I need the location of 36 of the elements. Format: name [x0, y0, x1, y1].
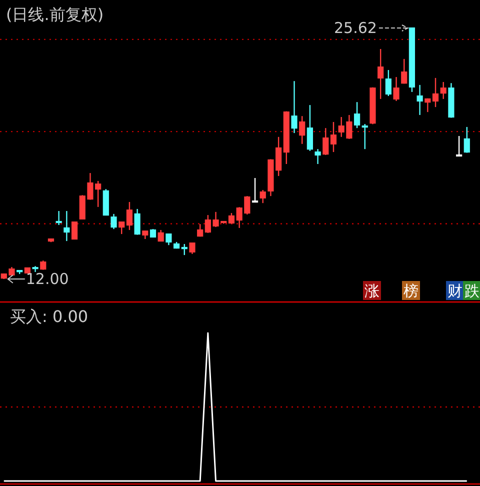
- candlestick: [134, 208, 140, 236]
- candlestick: [56, 210, 62, 226]
- candlestick: [40, 260, 46, 270]
- candlestick: [126, 201, 133, 231]
- candlestick: [314, 148, 321, 165]
- candlestick: [291, 80, 298, 134]
- candlestick: [110, 213, 117, 230]
- candlestick: [189, 242, 196, 255]
- candlestick: [424, 98, 431, 113]
- candlestick: [306, 104, 313, 152]
- candlestick: [71, 222, 78, 240]
- annotation: 12.00: [26, 270, 69, 288]
- candlestick: [64, 210, 70, 242]
- candlestick: [464, 126, 470, 154]
- candlestick: [322, 127, 329, 156]
- chart-title: 买入: 0.00: [10, 307, 88, 326]
- chart-title: (日线.前复权): [6, 5, 104, 24]
- candlestick: [260, 189, 266, 204]
- candlestick: [378, 48, 384, 100]
- candlestick: [456, 135, 462, 157]
- candlestick: [393, 76, 400, 102]
- candlestick: [440, 81, 446, 100]
- candlestick: [362, 123, 368, 150]
- candlestick: [118, 221, 125, 235]
- candlestick: [252, 177, 258, 203]
- candlestick: [158, 229, 164, 242]
- annotation: 25.62: [334, 19, 377, 37]
- candlestick: [416, 84, 423, 116]
- candlestick: [401, 58, 408, 84]
- candlestick: [385, 69, 392, 97]
- candlestick: [432, 77, 439, 108]
- candlestick: [330, 121, 337, 153]
- candlestick: [299, 115, 306, 145]
- candlestick: [181, 243, 188, 256]
- candlestick: [354, 101, 360, 129]
- candlestick: [197, 223, 204, 238]
